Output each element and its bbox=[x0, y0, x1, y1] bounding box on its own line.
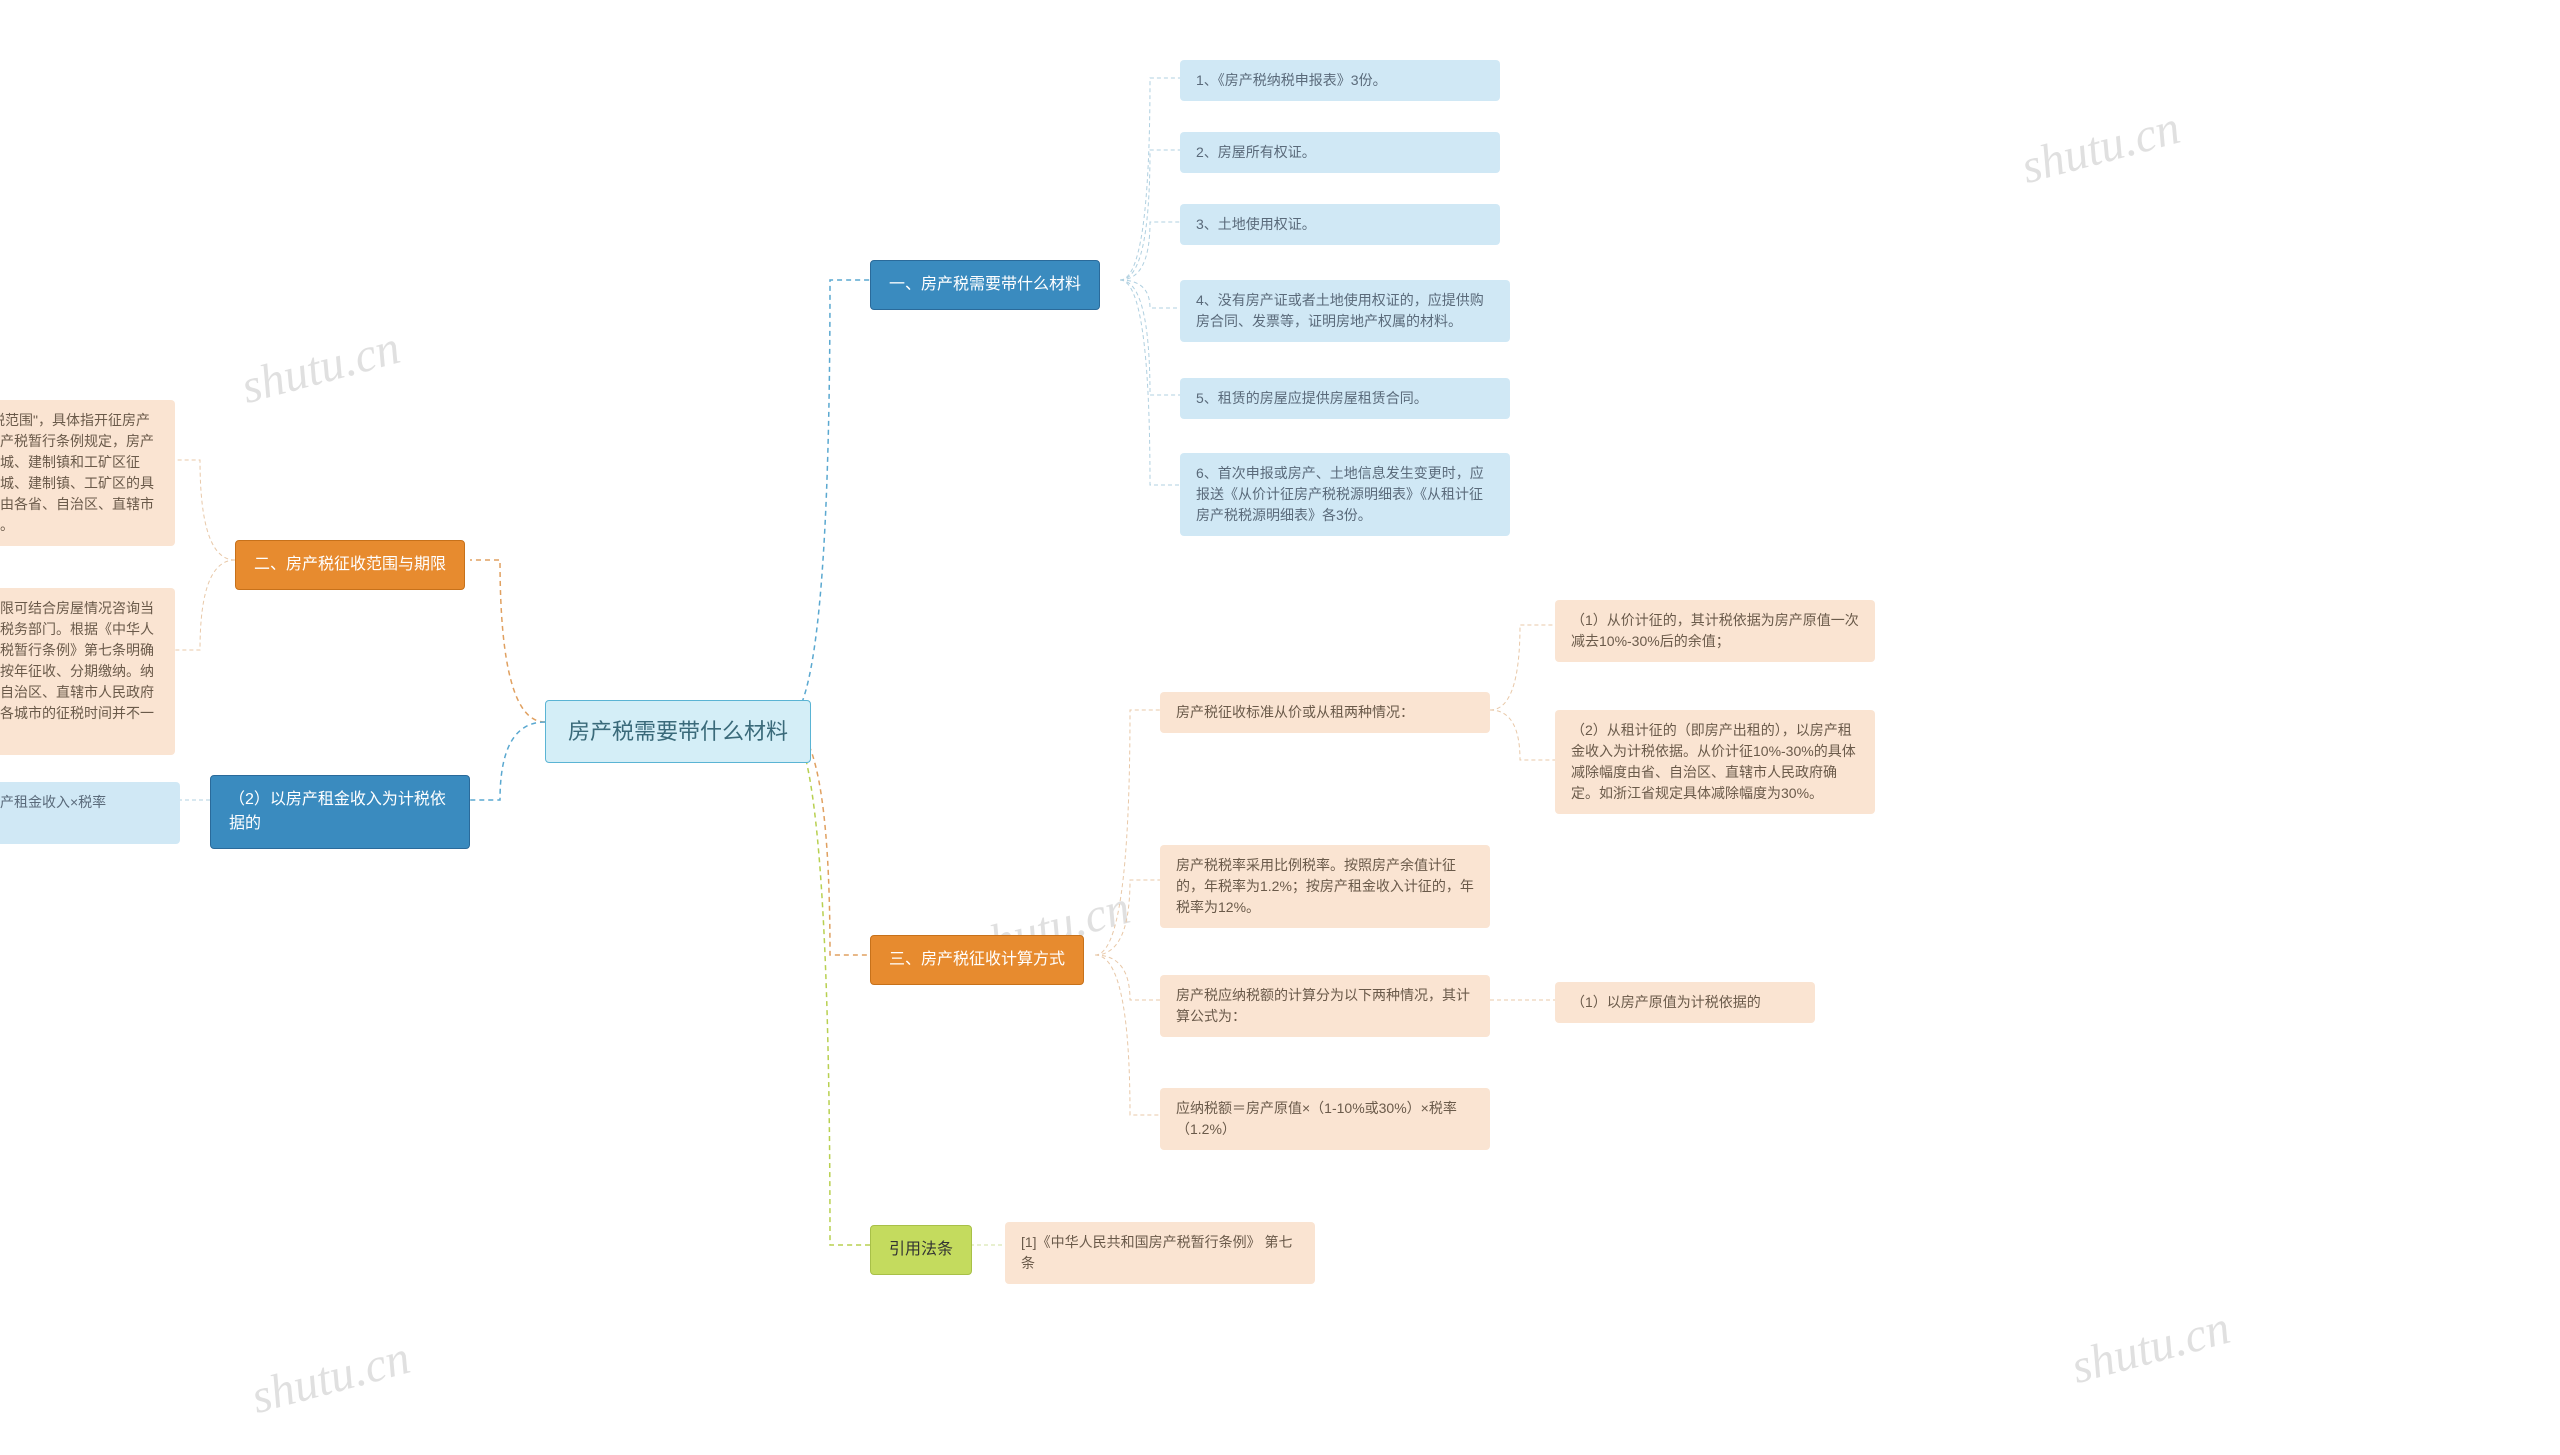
branch-2-item: 房产税征收期限可结合房屋情况咨询当地房管部门或税务部门。根据《中华人民共和国房产… bbox=[0, 588, 175, 755]
branch-1-item: 3、土地使用权证。 bbox=[1180, 204, 1500, 245]
branch-3-sub1-child: （1）从价计征的，其计税依据为房产原值一次减去10%-30%后的余值； bbox=[1555, 600, 1875, 662]
branch-3-sub3: 房产税应纳税额的计算分为以下两种情况，其计算公式为： bbox=[1160, 975, 1490, 1037]
branch-5: 引用法条 bbox=[870, 1225, 972, 1275]
watermark: shutu.cn bbox=[2016, 100, 2186, 195]
branch-1-item: 2、房屋所有权证。 bbox=[1180, 132, 1500, 173]
watermark: shutu.cn bbox=[246, 1330, 416, 1425]
branch-4: （2）以房产租金收入为计税依据的 bbox=[210, 775, 470, 849]
branch-5-item: [1]《中华人民共和国房产税暂行条例》 第七条 bbox=[1005, 1222, 1315, 1284]
branch-3: 三、房产税征收计算方式 bbox=[870, 935, 1084, 985]
root-node: 房产税需要带什么材料 bbox=[545, 700, 811, 763]
branch-3-sub1-child: （2）从租计征的（即房产出租的），以房产租金收入为计税依据。从价计征10%-30… bbox=[1555, 710, 1875, 814]
branch-3-sub1: 房产税征收标准从价或从租两种情况： bbox=[1160, 692, 1490, 733]
watermark: shutu.cn bbox=[2066, 1300, 2236, 1395]
watermark: shutu.cn bbox=[236, 320, 406, 415]
branch-4-item: 应纳税额＝房产租金收入×税率（12%）。 bbox=[0, 782, 180, 844]
branch-1-item: 5、租赁的房屋应提供房屋租赁合同。 bbox=[1180, 378, 1510, 419]
branch-3-sub4: 应纳税额＝房产原值×（1-10%或30%）×税率（1.2%） bbox=[1160, 1088, 1490, 1150]
branch-2: 二、房产税征收范围与期限 bbox=[235, 540, 465, 590]
branch-1: 一、房产税需要带什么材料 bbox=[870, 260, 1100, 310]
branch-1-item: 6、首次申报或房产、土地信息发生变更时，应报送《从价计征房产税税源明细表》《从租… bbox=[1180, 453, 1510, 536]
branch-3-sub2: 房产税税率采用比例税率。按照房产余值计征的，年税率为1.2%；按房产租金收入计征… bbox=[1160, 845, 1490, 928]
branch-1-item: 1、《房产税纳税申报表》3份。 bbox=[1180, 60, 1500, 101]
branch-1-item: 4、没有房产证或者土地使用权证的，应提供购房合同、发票等，证明房地产权属的材料。 bbox=[1180, 280, 1510, 342]
branch-2-item: 称房产税"课税范围"，具体指开征房产税的地区。房产税暂行条例规定，房产税在城市、… bbox=[0, 400, 175, 546]
branch-3-sub3-child: （1）以房产原值为计税依据的 bbox=[1555, 982, 1815, 1023]
